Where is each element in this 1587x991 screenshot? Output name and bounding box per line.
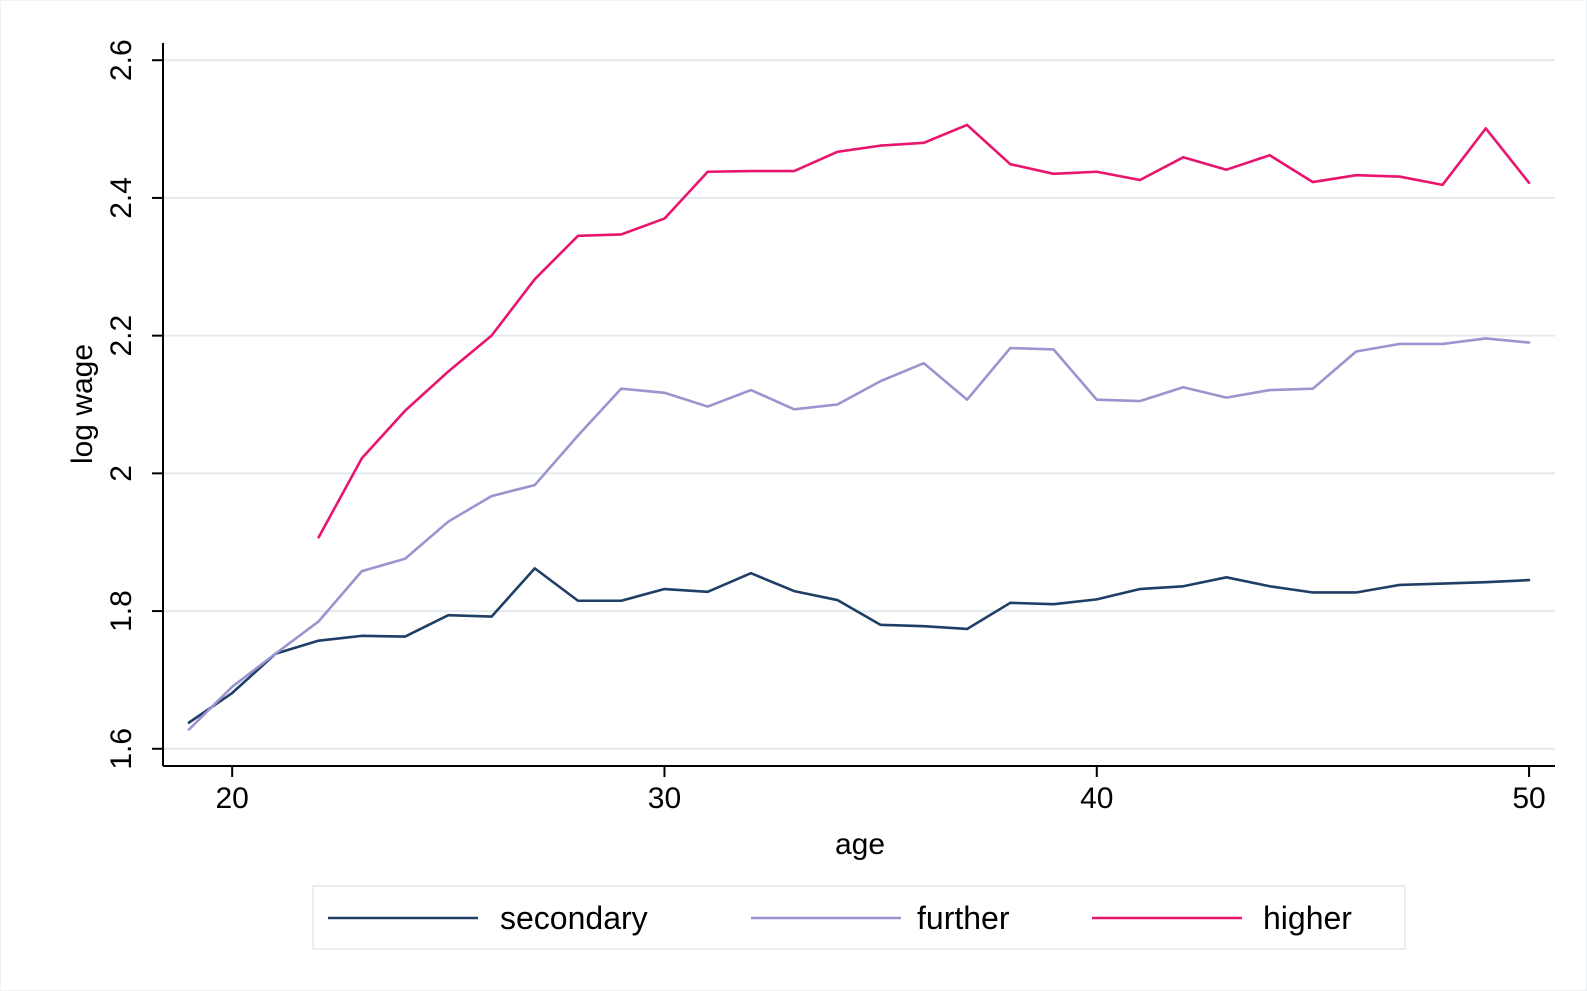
y-tick-label: 1.8 [105, 590, 138, 632]
y-tick-label: 2.2 [105, 315, 138, 357]
axes [162, 43, 1555, 767]
y-tick-label: 2.6 [105, 39, 138, 81]
legend-label-higher: higher [1263, 900, 1352, 936]
series-lines [187, 123, 1531, 731]
x-axis-title: age [835, 828, 885, 861]
y-tick-label: 2 [105, 465, 138, 482]
series-line-higher [317, 123, 1531, 539]
series-line-secondary [187, 567, 1531, 724]
series-line-further [187, 337, 1531, 731]
x-axis-ticks: 20 30 40 50 [215, 766, 1546, 815]
legend-label-secondary: secondary [500, 900, 648, 936]
x-tick-label: 30 [648, 782, 681, 815]
y-axis-ticks: 1.6 1.8 2 2.2 2.4 2.6 [105, 39, 163, 770]
legend: secondary further higher [312, 885, 1406, 950]
y-axis-title: log wage [66, 344, 99, 464]
legend-label-further: further [917, 900, 1010, 936]
y-tick-label: 2.4 [105, 177, 138, 219]
y-tick-label: 1.6 [105, 728, 138, 770]
x-tick-label: 20 [215, 782, 248, 815]
x-tick-label: 40 [1080, 782, 1113, 815]
gridlines [163, 59, 1555, 750]
x-tick-label: 50 [1512, 782, 1545, 815]
